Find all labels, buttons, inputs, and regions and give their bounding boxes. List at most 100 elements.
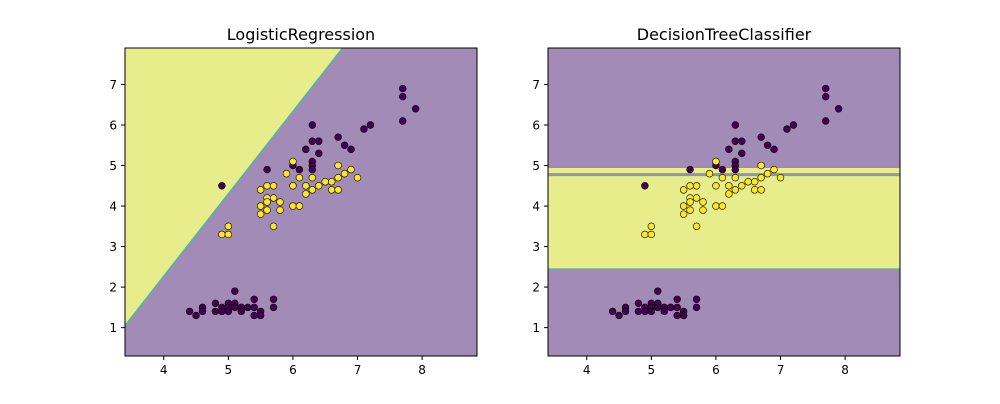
class1-point: [340, 169, 349, 178]
x-tick-label: 8: [418, 363, 426, 377]
x-tick-label: 8: [841, 363, 849, 377]
y-tick-label: 4: [532, 200, 540, 214]
class0-region: [548, 48, 900, 168]
class0-point: [615, 311, 623, 320]
class1-point: [224, 230, 233, 239]
class1-point: [647, 230, 656, 239]
class1-point: [334, 173, 342, 182]
subplot-title: LogisticRegression: [227, 25, 375, 44]
class0-point: [334, 133, 342, 141]
class0-point: [654, 287, 662, 295]
class1-point: [699, 206, 707, 214]
class1-point: [686, 206, 694, 214]
class1-point: [705, 169, 714, 178]
class1-point: [295, 173, 304, 182]
class0-point: [757, 133, 765, 141]
class0-point: [231, 287, 239, 295]
class0-point: [340, 141, 349, 149]
class1-point: [757, 173, 765, 182]
class0-point: [770, 145, 778, 154]
class0-point: [308, 165, 317, 174]
class0-point: [654, 303, 662, 312]
class1-point: [334, 186, 342, 194]
x-tick-label: 7: [354, 363, 362, 377]
class0-point: [295, 165, 304, 174]
class1-point: [718, 173, 727, 182]
class0-point: [269, 303, 278, 312]
class0-point: [634, 307, 643, 316]
y-tick-label: 5: [532, 159, 540, 173]
class0-point: [822, 92, 830, 101]
class0-point: [263, 165, 271, 174]
class0-point: [673, 295, 681, 303]
plot-area: [125, 48, 477, 356]
y-tick-label: 7: [532, 78, 540, 92]
class1-point: [718, 202, 727, 210]
class0-point: [673, 311, 681, 320]
class1-point: [692, 182, 701, 190]
class0-point: [366, 121, 375, 129]
y-tick-label: 1: [532, 321, 540, 335]
class1-point: [269, 182, 278, 190]
x-tick-label: 6: [712, 363, 720, 377]
class1-point: [289, 202, 297, 210]
x-tick-label: 4: [160, 363, 168, 377]
axes-frame: [547, 47, 901, 357]
class0-point: [308, 121, 317, 129]
class0-point: [256, 311, 265, 320]
class1-point: [327, 178, 336, 186]
class0-point: [634, 299, 643, 308]
class1-point: [308, 173, 317, 182]
y-tick-label: 3: [109, 240, 117, 254]
class0-point: [647, 307, 656, 316]
class1-point: [224, 222, 233, 231]
class1-point: [770, 165, 778, 174]
class0-point: [738, 149, 746, 158]
class1-point: [757, 186, 765, 194]
y-tick-label: 2: [532, 281, 540, 295]
class1-point: [738, 182, 746, 190]
x-tick-label: 6: [289, 363, 297, 377]
class0-point: [667, 303, 675, 312]
class1-point: [647, 222, 656, 231]
class1-point: [302, 182, 310, 190]
class0-point: [399, 117, 407, 125]
class1-point: [263, 198, 271, 206]
class1-point: [269, 194, 278, 202]
class0-point: [250, 303, 258, 312]
class0-point: [308, 137, 317, 145]
class0-point: [211, 299, 220, 308]
class0-point: [269, 295, 278, 303]
class0-point: [360, 125, 368, 133]
class1-point: [269, 222, 278, 231]
class1-point: [763, 169, 772, 178]
class0-point: [718, 165, 727, 174]
class0-point: [692, 303, 701, 312]
class0-point: [399, 84, 407, 93]
class0-point: [231, 303, 239, 312]
class1-region: [548, 175, 900, 269]
class0-point: [218, 307, 226, 316]
class1-point: [712, 202, 720, 210]
class1-point: [731, 173, 740, 182]
class1-point: [725, 182, 733, 190]
class0-point: [725, 145, 733, 154]
x-tick-label: 7: [777, 363, 785, 377]
plot-area: [548, 48, 900, 356]
class0-point: [783, 125, 791, 133]
class1-point: [692, 222, 701, 231]
class0-point: [731, 165, 740, 174]
y-tick-label: 7: [109, 78, 117, 92]
class0-point: [763, 141, 772, 149]
class1-point: [289, 157, 297, 166]
class0-point: [244, 303, 252, 312]
class1-point: [308, 186, 317, 194]
y-tick-label: 2: [109, 281, 117, 295]
y-tick-label: 5: [109, 159, 117, 173]
class0-point: [641, 182, 649, 190]
class1-point: [686, 182, 694, 190]
class0-point: [224, 307, 233, 316]
decision-boundary: [125, 48, 344, 327]
class1-point: [289, 182, 297, 190]
